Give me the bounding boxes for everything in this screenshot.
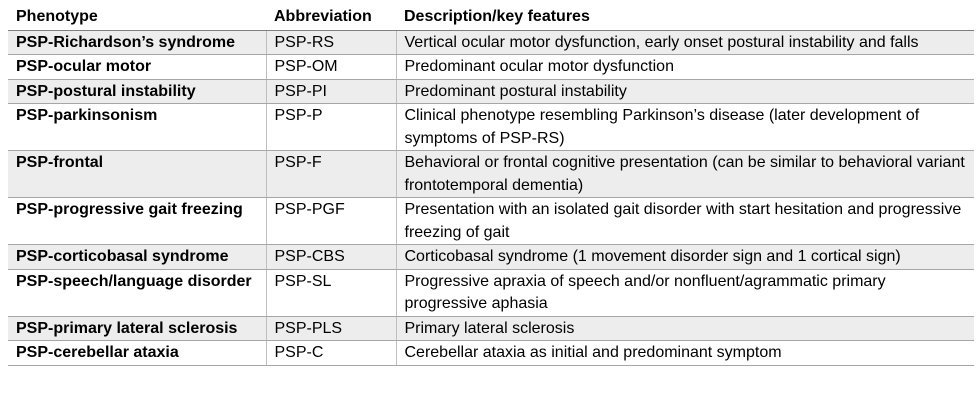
phenotype-cell: PSP-speech/language disorder <box>8 269 266 317</box>
phenotype-table: Phenotype Abbreviation Description/key f… <box>8 6 974 366</box>
description-cell: Clinical phenotype resembling Parkinson’… <box>395 103 974 151</box>
abbreviation-cell: PSP-SL <box>265 269 396 317</box>
header-row: Phenotype Abbreviation Description/key f… <box>8 6 974 31</box>
table-row: PSP-postural instability PSP-PI Predominan… <box>8 79 974 104</box>
abbreviation-cell: PSP-P <box>265 103 396 151</box>
table-row: PSP-primary lateral sclerosis PSP-PLS Prim… <box>8 316 974 341</box>
description-cell: Progressive apraxia of speech and/or non… <box>395 269 974 317</box>
table-row: PSP-speech/language disorder PSP-SL Progre… <box>8 269 974 317</box>
abbreviation-cell: PSP-RS <box>265 30 396 55</box>
phenotype-cell: PSP-parkinsonism <box>8 103 266 151</box>
description-cell: Primary lateral sclerosis <box>395 316 974 341</box>
description-cell: Predominant postural instability <box>395 79 974 104</box>
abbreviation-cell: PSP-PLS <box>265 316 396 341</box>
table-row: PSP-progressive gait freezing PSP-PGF Pres… <box>8 197 974 245</box>
abbreviation-cell: PSP-OM <box>265 54 396 80</box>
phenotype-cell: PSP-cerebellar ataxia <box>8 340 266 366</box>
table-row: PSP-frontal PSP-F Behavioral or frontal co… <box>8 150 974 198</box>
phenotype-cell: PSP-progressive gait freezing <box>8 197 266 245</box>
table-row: PSP-Richardson’s syndrome PSP-RS Vertical … <box>8 30 974 55</box>
abbreviation-cell: PSP-CBS <box>265 244 396 270</box>
table-row: PSP-parkinsonism PSP-P Clinical phenotype … <box>8 103 974 151</box>
abbreviation-cell: PSP-C <box>265 340 396 366</box>
phenotype-cell: PSP-frontal <box>8 150 266 198</box>
phenotype-cell: PSP-corticobasal syndrome <box>8 244 266 270</box>
table-row: PSP-cerebellar ataxia PSP-C Cerebellar ata… <box>8 340 974 366</box>
header-abbreviation: Abbreviation <box>266 6 396 31</box>
abbreviation-cell: PSP-PGF <box>265 197 396 245</box>
phenotype-cell: PSP-Richardson’s syndrome <box>8 30 266 55</box>
description-cell: Cerebellar ataxia as initial and predomi… <box>395 340 974 366</box>
description-cell: Presentation with an isolated gait disor… <box>395 197 974 245</box>
header-description: Description/key features <box>396 6 974 31</box>
phenotype-cell: PSP-postural instability <box>8 79 266 104</box>
table-row: PSP-corticobasal syndrome PSP-CBS Corticob… <box>8 244 974 270</box>
abbreviation-cell: PSP-PI <box>265 79 396 104</box>
table-row: PSP-ocular motor PSP-OM Predominant ocular… <box>8 54 974 80</box>
phenotype-cell: PSP-primary lateral sclerosis <box>8 316 266 341</box>
description-cell: Behavioral or frontal cognitive presenta… <box>395 150 974 198</box>
description-cell: Predominant ocular motor dysfunction <box>395 54 974 80</box>
description-cell: Vertical ocular motor dysfunction, early… <box>395 30 974 55</box>
description-cell: Corticobasal syndrome (1 movement disord… <box>395 244 974 270</box>
phenotype-cell: PSP-ocular motor <box>8 54 266 80</box>
table-body: PSP-Richardson’s syndrome PSP-RS Vertical … <box>8 30 974 366</box>
abbreviation-cell: PSP-F <box>265 150 396 198</box>
header-phenotype: Phenotype <box>8 6 266 31</box>
